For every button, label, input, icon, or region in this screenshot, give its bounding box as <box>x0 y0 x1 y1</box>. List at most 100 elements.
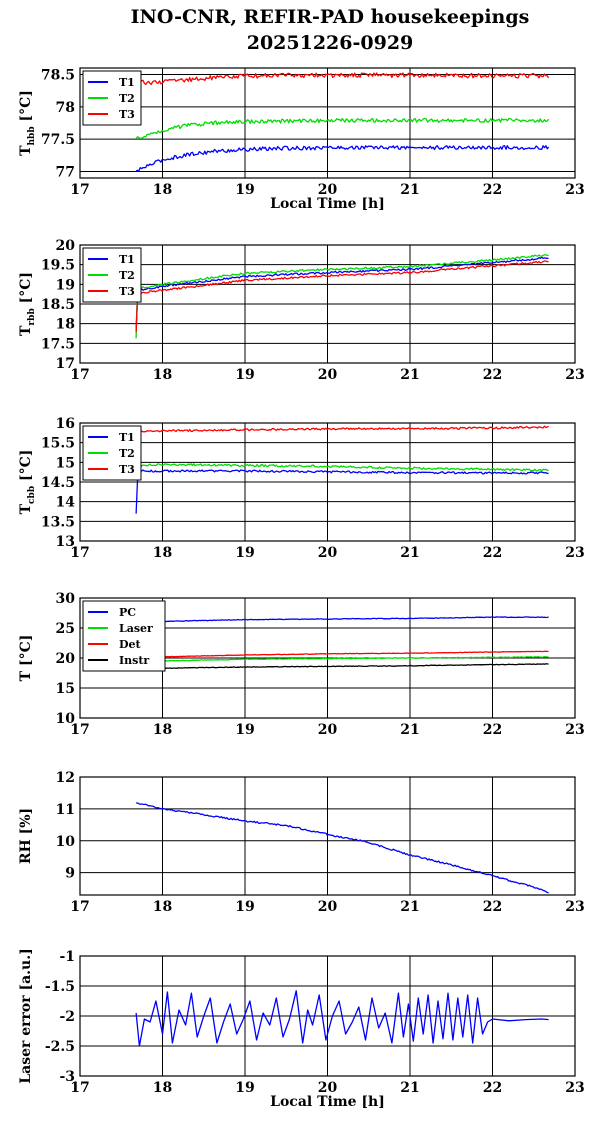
series-line-t3 <box>135 260 549 333</box>
y-tick-label: 77 <box>56 165 75 181</box>
series-line-t1 <box>135 256 549 329</box>
series-line-t2 <box>135 117 550 139</box>
x-tick-label: 17 <box>70 899 89 915</box>
legend-label: T1 <box>119 76 135 89</box>
y-axis-label: Laser error [a.u.] <box>18 948 34 1083</box>
x-tick-label: 18 <box>153 367 172 383</box>
y-axis-label: Tcbb [°C] <box>18 450 37 515</box>
series-line-t3 <box>135 72 550 86</box>
legend-label: T3 <box>119 285 135 298</box>
y-tick-label: 25 <box>56 621 75 637</box>
y-tick-label: -3 <box>59 1069 75 1085</box>
x-axis-label: Local Time [h] <box>270 196 385 212</box>
panels: 17 18 19 20 21 22 23 77 77.5 78 78.5 Local Time [h]… <box>18 67 585 1110</box>
legend-label: T1 <box>119 253 135 266</box>
legend: T1 T2 T3 <box>82 247 142 303</box>
plot-frame <box>79 597 576 719</box>
y-tick-label: 78.5 <box>41 67 75 83</box>
x-tick-label: 22 <box>483 367 502 383</box>
x-tick-label: 21 <box>400 545 419 561</box>
legend-label: Det <box>119 638 142 651</box>
series-line-pc <box>136 616 549 624</box>
series-line-det <box>136 650 549 660</box>
legend: PC Laser Det Instr <box>82 600 166 672</box>
y-tick-label: 15 <box>56 681 75 697</box>
y-tick-label: 30 <box>56 591 76 607</box>
x-tick-label: 21 <box>400 722 419 738</box>
y-axis-label: Trbb [°C] <box>18 272 37 336</box>
x-tick-label: 21 <box>400 1080 419 1096</box>
x-tick-label: 18 <box>153 899 172 915</box>
y-tick-label: 78 <box>56 100 75 116</box>
plot-frame <box>79 67 576 179</box>
legend: T1 T2 T3 <box>82 70 142 126</box>
x-axis-label: Local Time [h] <box>270 1094 385 1110</box>
x-tick-label: 22 <box>483 899 502 915</box>
x-tick-label: 23 <box>565 367 584 383</box>
y-axis-label: T [°C] <box>18 635 34 682</box>
x-tick-label: 20 <box>318 545 338 561</box>
x-tick-label: 20 <box>318 182 338 198</box>
legend-label: T2 <box>119 92 135 105</box>
x-tick-label: 19 <box>235 1080 254 1096</box>
y-tick-label: 14 <box>56 495 76 511</box>
chart-panel-6: 17 18 19 20 21 22 23 -3 -2.5 -2 -1.5 -1 Local Time [… <box>18 948 585 1110</box>
plot-frame <box>79 776 576 896</box>
x-tick-label: 23 <box>565 722 584 738</box>
x-tick-label: 17 <box>70 1080 89 1096</box>
x-tick-label: 17 <box>70 367 89 383</box>
legend-label: T3 <box>119 463 135 476</box>
y-tick-label: 15.5 <box>41 436 75 452</box>
x-tick-label: 20 <box>318 1080 338 1096</box>
y-tick-label: 17 <box>56 356 75 372</box>
x-tick-label: 21 <box>400 899 419 915</box>
chart-panel-4: 17 18 19 20 21 22 23 10 15 20 25 30 T [°C] PC Laser Det… <box>18 591 585 738</box>
y-tick-label: 16 <box>56 416 75 432</box>
x-tick-label: 18 <box>153 722 172 738</box>
x-tick-label: 22 <box>483 1080 502 1096</box>
y-tick-label: 20 <box>56 651 76 667</box>
x-tick-label: 23 <box>565 899 584 915</box>
x-tick-label: 23 <box>565 1080 584 1096</box>
series-line-t2 <box>136 463 549 472</box>
y-tick-label: 10 <box>56 711 76 727</box>
x-tick-label: 18 <box>153 1080 172 1096</box>
y-axis-label: RH [%] <box>18 808 34 864</box>
y-tick-label: 9 <box>65 866 75 882</box>
y-tick-label: 18.5 <box>41 297 75 313</box>
x-tick-label: 19 <box>235 899 254 915</box>
x-tick-label: 21 <box>400 367 419 383</box>
x-tick-label: 22 <box>483 545 502 561</box>
series-line-data <box>135 990 549 1047</box>
x-tick-label: 20 <box>318 367 338 383</box>
y-tick-label: -2.5 <box>45 1039 75 1055</box>
legend-label: T2 <box>119 447 135 460</box>
x-tick-label: 17 <box>70 182 89 198</box>
x-tick-label: 21 <box>400 182 419 198</box>
legend: T1 T2 T3 <box>82 425 142 481</box>
x-tick-label: 19 <box>235 182 254 198</box>
y-tick-label: 19 <box>56 277 75 293</box>
series-line-t1 <box>135 145 550 172</box>
y-tick-label: -2 <box>59 1009 75 1025</box>
x-tick-label: 20 <box>318 722 338 738</box>
y-tick-label: 13 <box>56 534 75 550</box>
x-tick-label: 23 <box>565 545 584 561</box>
series-line-instr <box>136 663 549 671</box>
x-tick-label: 17 <box>70 545 89 561</box>
legend-label: T2 <box>119 269 135 282</box>
y-tick-label: 14.5 <box>41 475 75 491</box>
x-tick-label: 19 <box>235 545 254 561</box>
y-tick-label: -1 <box>59 949 75 965</box>
y-tick-label: 20 <box>56 238 76 254</box>
y-tick-label: 19.5 <box>41 258 75 274</box>
x-tick-label: 18 <box>153 545 172 561</box>
series-line-data <box>136 802 549 894</box>
chart-panel-1: 17 18 19 20 21 22 23 77 77.5 78 78.5 Local Time [h]… <box>18 67 585 212</box>
series-line-t1 <box>135 469 549 514</box>
chart-panel-2: 17 18 19 20 21 22 23 17 17.5 18 18.5 19 19.5 20 Trbb [… <box>18 238 585 383</box>
legend-label: PC <box>119 606 136 619</box>
legend-label: T1 <box>119 431 135 444</box>
y-tick-label: 15 <box>56 455 75 471</box>
y-tick-label: 18 <box>56 317 75 333</box>
